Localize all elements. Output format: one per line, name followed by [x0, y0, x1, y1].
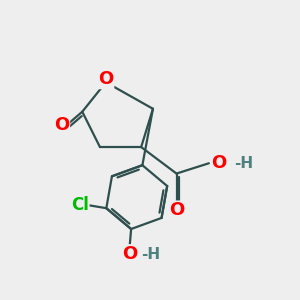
Text: O: O [169, 201, 184, 219]
Text: Cl: Cl [71, 196, 89, 214]
Text: -H: -H [234, 156, 253, 171]
Text: O: O [122, 245, 137, 263]
Text: -H: -H [141, 247, 160, 262]
Text: O: O [212, 154, 227, 172]
Text: O: O [54, 116, 69, 134]
Text: O: O [98, 70, 113, 88]
